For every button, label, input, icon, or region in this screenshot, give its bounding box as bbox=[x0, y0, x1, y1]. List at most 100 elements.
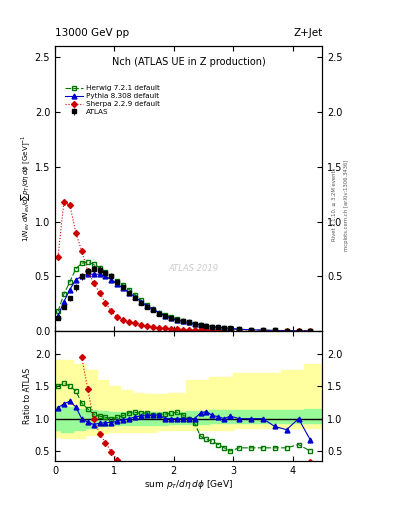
Pythia 8.308 default bbox=[79, 273, 84, 280]
Herwig 7.2.1 default bbox=[210, 324, 215, 330]
Pythia 8.308 default bbox=[85, 271, 90, 278]
Sherpa 2.2.9 default bbox=[56, 253, 61, 260]
Pythia 8.308 default bbox=[228, 325, 233, 331]
Line: Sherpa 2.2.9 default: Sherpa 2.2.9 default bbox=[56, 200, 312, 333]
Text: Z+Jet: Z+Jet bbox=[293, 28, 322, 38]
Pythia 8.308 default bbox=[145, 303, 149, 309]
Pythia 8.308 default bbox=[296, 328, 301, 334]
Pythia 8.308 default bbox=[139, 298, 143, 305]
Pythia 8.308 default bbox=[308, 328, 313, 334]
Sherpa 2.2.9 default bbox=[121, 317, 126, 323]
Herwig 7.2.1 default bbox=[139, 297, 143, 304]
Sherpa 2.2.9 default bbox=[198, 327, 203, 333]
Sherpa 2.2.9 default bbox=[228, 328, 233, 334]
Sherpa 2.2.9 default bbox=[85, 268, 90, 274]
Line: Herwig 7.2.1 default: Herwig 7.2.1 default bbox=[55, 260, 313, 333]
Sherpa 2.2.9 default bbox=[272, 328, 277, 334]
Text: Rivet 3.1.10, ≥ 3.2M events: Rivet 3.1.10, ≥ 3.2M events bbox=[332, 168, 337, 242]
Pythia 8.308 default bbox=[192, 321, 197, 327]
Herwig 7.2.1 default bbox=[109, 273, 114, 280]
Herwig 7.2.1 default bbox=[216, 325, 221, 331]
X-axis label: sum $p_T/d\eta\,d\phi$ [GeV]: sum $p_T/d\eta\,d\phi$ [GeV] bbox=[144, 478, 233, 492]
Herwig 7.2.1 default bbox=[97, 265, 102, 271]
Pythia 8.308 default bbox=[180, 318, 185, 325]
Herwig 7.2.1 default bbox=[127, 286, 132, 292]
Sherpa 2.2.9 default bbox=[139, 322, 143, 328]
Sherpa 2.2.9 default bbox=[284, 328, 289, 334]
Herwig 7.2.1 default bbox=[79, 260, 84, 266]
Pythia 8.308 default bbox=[151, 306, 155, 312]
Sherpa 2.2.9 default bbox=[192, 327, 197, 333]
Text: ATLAS 2019: ATLAS 2019 bbox=[169, 264, 219, 273]
Herwig 7.2.1 default bbox=[174, 316, 179, 322]
Herwig 7.2.1 default bbox=[180, 318, 185, 324]
Herwig 7.2.1 default bbox=[296, 328, 301, 334]
Sherpa 2.2.9 default bbox=[103, 300, 108, 306]
Herwig 7.2.1 default bbox=[91, 261, 96, 267]
Pythia 8.308 default bbox=[68, 286, 72, 292]
Sherpa 2.2.9 default bbox=[127, 319, 132, 325]
Herwig 7.2.1 default bbox=[156, 309, 161, 315]
Pythia 8.308 default bbox=[174, 317, 179, 323]
Sherpa 2.2.9 default bbox=[163, 325, 167, 331]
Herwig 7.2.1 default bbox=[73, 266, 78, 272]
Sherpa 2.2.9 default bbox=[133, 320, 138, 326]
Text: 13000 GeV pp: 13000 GeV pp bbox=[55, 28, 129, 38]
Text: Nch (ATLAS UE in Z production): Nch (ATLAS UE in Z production) bbox=[112, 57, 266, 68]
Herwig 7.2.1 default bbox=[261, 327, 265, 333]
Line: Pythia 8.308 default: Pythia 8.308 default bbox=[55, 272, 313, 333]
Sherpa 2.2.9 default bbox=[296, 328, 301, 334]
Herwig 7.2.1 default bbox=[198, 322, 203, 328]
Herwig 7.2.1 default bbox=[186, 319, 191, 326]
Sherpa 2.2.9 default bbox=[115, 314, 120, 320]
Herwig 7.2.1 default bbox=[68, 279, 72, 285]
Sherpa 2.2.9 default bbox=[151, 324, 155, 330]
Sherpa 2.2.9 default bbox=[222, 328, 227, 334]
Sherpa 2.2.9 default bbox=[73, 229, 78, 236]
Herwig 7.2.1 default bbox=[103, 269, 108, 275]
Herwig 7.2.1 default bbox=[308, 328, 313, 334]
Pythia 8.308 default bbox=[109, 276, 114, 283]
Pythia 8.308 default bbox=[272, 327, 277, 333]
Herwig 7.2.1 default bbox=[151, 306, 155, 312]
Pythia 8.308 default bbox=[204, 323, 209, 329]
Sherpa 2.2.9 default bbox=[156, 325, 161, 331]
Text: mcplots.cern.ch [arXiv:1306.3436]: mcplots.cern.ch [arXiv:1306.3436] bbox=[344, 159, 349, 250]
Sherpa 2.2.9 default bbox=[62, 199, 66, 205]
Sherpa 2.2.9 default bbox=[261, 328, 265, 334]
Sherpa 2.2.9 default bbox=[145, 323, 149, 329]
Sherpa 2.2.9 default bbox=[186, 327, 191, 333]
Pythia 8.308 default bbox=[156, 309, 161, 315]
Sherpa 2.2.9 default bbox=[174, 326, 179, 332]
Pythia 8.308 default bbox=[198, 322, 203, 328]
Herwig 7.2.1 default bbox=[121, 282, 126, 288]
Pythia 8.308 default bbox=[163, 313, 167, 319]
Sherpa 2.2.9 default bbox=[169, 326, 173, 332]
Pythia 8.308 default bbox=[210, 324, 215, 330]
Sherpa 2.2.9 default bbox=[204, 327, 209, 333]
Pythia 8.308 default bbox=[97, 271, 102, 278]
Herwig 7.2.1 default bbox=[192, 321, 197, 327]
Herwig 7.2.1 default bbox=[222, 325, 227, 331]
Herwig 7.2.1 default bbox=[249, 327, 253, 333]
Pythia 8.308 default bbox=[249, 327, 253, 333]
Pythia 8.308 default bbox=[91, 271, 96, 278]
Pythia 8.308 default bbox=[186, 319, 191, 326]
Sherpa 2.2.9 default bbox=[91, 280, 96, 286]
Pythia 8.308 default bbox=[284, 328, 289, 334]
Herwig 7.2.1 default bbox=[62, 291, 66, 297]
Herwig 7.2.1 default bbox=[163, 312, 167, 318]
Pythia 8.308 default bbox=[103, 273, 108, 280]
Sherpa 2.2.9 default bbox=[180, 327, 185, 333]
Sherpa 2.2.9 default bbox=[216, 328, 221, 334]
Pythia 8.308 default bbox=[216, 324, 221, 330]
Sherpa 2.2.9 default bbox=[237, 328, 241, 334]
Herwig 7.2.1 default bbox=[115, 278, 120, 284]
Sherpa 2.2.9 default bbox=[68, 202, 72, 208]
Herwig 7.2.1 default bbox=[272, 327, 277, 333]
Herwig 7.2.1 default bbox=[56, 308, 61, 314]
Pythia 8.308 default bbox=[237, 326, 241, 332]
Pythia 8.308 default bbox=[115, 281, 120, 287]
Herwig 7.2.1 default bbox=[204, 323, 209, 329]
Herwig 7.2.1 default bbox=[169, 314, 173, 320]
